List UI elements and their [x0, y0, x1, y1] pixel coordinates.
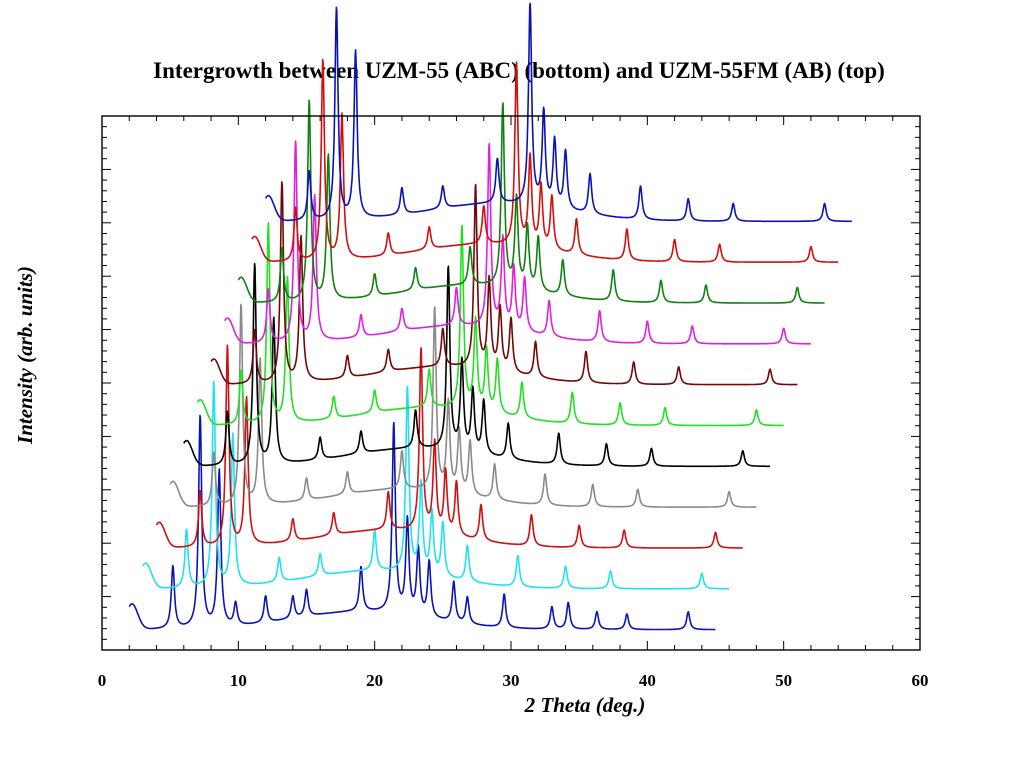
series-line-4	[169, 303, 757, 508]
x-axis-label: 2 Theta (deg.)	[524, 693, 646, 717]
x-tick-label-30: 30	[503, 671, 520, 690]
series-line-1	[128, 414, 716, 631]
series-line-9	[237, 99, 825, 304]
series-layer	[128, 2, 853, 631]
chart-title: Intergrowth between UZM-55 (ABC) (bottom…	[153, 58, 885, 83]
y-axis-label: Intensity (arb. units)	[13, 266, 37, 445]
series-line-6	[196, 222, 785, 427]
series-line-10	[251, 58, 839, 263]
series-line-7	[210, 181, 798, 386]
series-line-5	[183, 262, 771, 468]
x-tick-label-0: 0	[98, 671, 107, 690]
x-tick-label-40: 40	[639, 671, 656, 690]
series-line-11	[264, 2, 853, 223]
x-tick-label-10: 10	[230, 671, 247, 690]
series-line-8	[224, 140, 812, 345]
x-tick-label-20: 20	[366, 671, 383, 690]
x-tick-label-60: 60	[912, 671, 929, 690]
tick-layer: 0 10 20 30 40 50 60	[98, 115, 929, 690]
series-line-3	[155, 344, 744, 549]
x-tick-label-50: 50	[775, 671, 792, 690]
series-line-2	[142, 380, 730, 590]
